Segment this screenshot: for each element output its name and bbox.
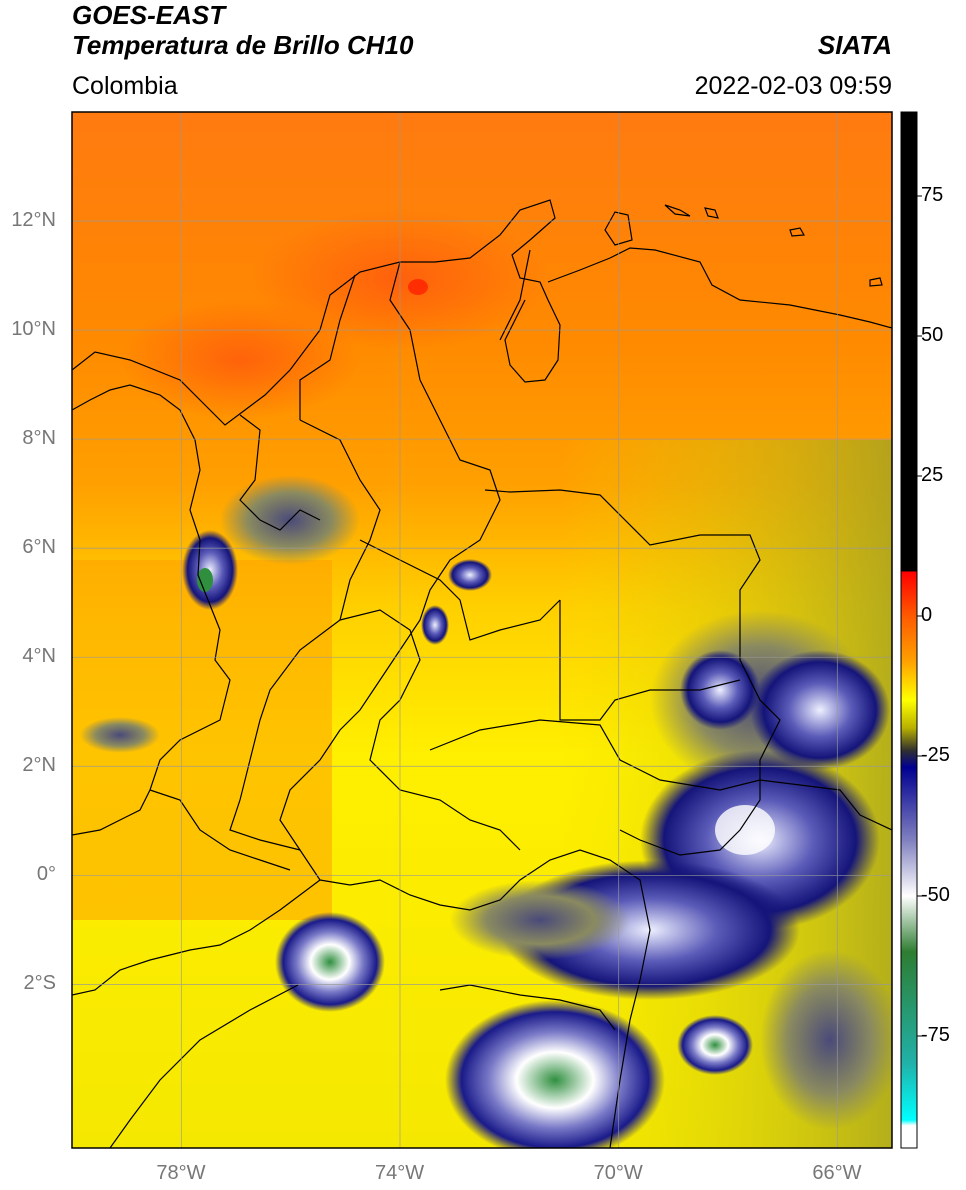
lat-tick-label: 6°N [22, 536, 56, 559]
lon-tick-label: 74°W [375, 1162, 425, 1184]
colorbar-tick-label: 75 [921, 184, 944, 206]
lat-tick-label: 2°S [23, 972, 56, 995]
colorbar-tick-label: 50 [921, 324, 944, 346]
gridlines [72, 112, 892, 1148]
lat-tick-label: 10°N [11, 318, 56, 341]
lon-tick-label: 78°W [156, 1162, 206, 1184]
lon-tick-label: 70°W [593, 1162, 643, 1184]
agency-label: SIATA [817, 30, 892, 60]
lat-tick-label: 4°N [22, 645, 56, 668]
colorbar-tick-label: 0 [921, 604, 933, 626]
colorbar-tick-label: 25 [921, 464, 944, 486]
region-label: Colombia [72, 72, 178, 100]
colorbar-tick-label: -25 [921, 744, 950, 766]
lon-tick-label: 66°W [812, 1162, 862, 1184]
satellite-title: GOES-EAST [72, 0, 226, 30]
colorbar [900, 111, 922, 1149]
lat-tick-label: 12°N [11, 209, 56, 232]
colorbar-tick-label: -75 [921, 1024, 950, 1046]
colorbar-tick-label: -50 [921, 884, 950, 906]
map-frame [71, 111, 893, 1149]
lat-tick-label: 0° [36, 863, 56, 886]
coastlines-and-borders [72, 199, 892, 1148]
colorbar-scale [900, 111, 918, 1149]
product-title: Temperatura de Brillo CH10 [72, 30, 414, 60]
lat-tick-label: 2°N [22, 754, 56, 777]
datetime-label: 2022-02-03 09:59 [694, 72, 892, 100]
brightness-temperature-field [72, 112, 892, 1148]
lat-tick-label: 8°N [22, 427, 56, 450]
